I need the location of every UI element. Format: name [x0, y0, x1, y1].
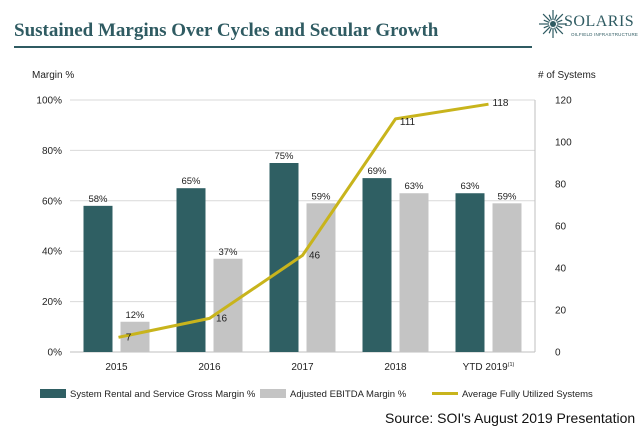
legend-swatch-ebitda: [260, 389, 286, 398]
gross-margin-bar: [362, 178, 392, 352]
sunburst-ray: [556, 24, 563, 29]
utilized-systems-label: 7: [126, 332, 132, 343]
left-tick-label: 80%: [42, 146, 62, 157]
title-divider: [14, 46, 532, 48]
sunburst-ray: [553, 27, 558, 34]
right-tick-label: 20: [555, 306, 567, 317]
sunburst-ray: [543, 24, 550, 29]
legend: System Rental and Service Gross Margin %…: [40, 389, 593, 400]
right-axis-title: # of Systems: [538, 70, 596, 81]
sunburst-ray: [553, 14, 558, 21]
x-tick-label: YTD 2019(1): [463, 362, 515, 373]
right-tick-label: 80: [555, 180, 567, 191]
legend-label: Average Fully Utilized Systems: [462, 389, 593, 400]
x-tick-label: 2018: [384, 362, 407, 373]
legend-label: Adjusted EBITDA Margin %: [290, 389, 407, 400]
ebitda-margin-label: 63%: [404, 181, 424, 192]
sunburst-ray: [555, 26, 564, 35]
legend-swatch-gross: [40, 389, 66, 398]
utilized-systems-label: 46: [309, 250, 321, 261]
right-tick-label: 100: [555, 138, 572, 149]
ebitda-margin-label: 12%: [125, 310, 145, 321]
ebitda-margin-label: 59%: [311, 191, 331, 202]
ebitda-margin-bar: [399, 193, 429, 352]
gross-margin-label: 69%: [367, 166, 387, 177]
legend-label: System Rental and Service Gross Margin %: [70, 389, 256, 400]
left-tick-label: 40%: [42, 247, 62, 258]
logo-tagline: OILFIELD INFRASTRUCTURE: [571, 32, 639, 37]
utilized-systems-label: 111: [400, 117, 416, 128]
gross-margin-bar: [269, 163, 299, 352]
right-tick-label: 60: [555, 222, 567, 233]
utilized-systems-label: 118: [493, 98, 509, 109]
utilized-systems-line: 7 16 46 111 118: [118, 98, 509, 343]
sunburst-icon: [539, 10, 567, 38]
left-tick-label: 60%: [42, 196, 62, 207]
logo-wordmark: SOLARIS: [564, 13, 635, 30]
x-tick-label: 2015: [105, 362, 128, 373]
right-axis-ticks: 0 20 40 60 80 100 120: [555, 96, 572, 359]
x-tick-label: 2017: [291, 362, 314, 373]
ebitda-margin-bar: [492, 203, 522, 352]
right-tick-label: 40: [555, 264, 567, 275]
utilized-systems-polyline: [118, 102, 489, 339]
sunburst-ray: [548, 27, 553, 34]
gross-margin-label: 58%: [88, 194, 108, 205]
left-axis-ticks: 0% 20% 40% 60% 80% 100%: [36, 96, 62, 359]
sunburst-ray: [542, 13, 551, 22]
gross-margin-bar: [455, 193, 485, 352]
left-tick-label: 100%: [36, 96, 62, 107]
right-tick-label: 120: [555, 96, 572, 107]
page-title: Sustained Margins Over Cycles and Secula…: [14, 20, 439, 41]
source-note: Source: SOI's August 2019 Presentation: [385, 410, 636, 426]
gross-margin-bar: [83, 205, 113, 352]
ebitda-margin-label: 37%: [218, 247, 238, 258]
sunburst-ray: [555, 13, 564, 22]
gross-margin-label: 75%: [274, 151, 294, 162]
footnote-marker: (1): [508, 362, 515, 368]
bars-group: [83, 163, 522, 352]
sunburst-ray: [543, 19, 550, 24]
company-logo: SOLARIS OILFIELD INFRASTRUCTURE: [535, 2, 639, 48]
x-axis-ticks: 2015 2016 2017 2018 YTD 2019(1): [105, 362, 514, 373]
ebitda-margin-label: 59%: [497, 191, 517, 202]
sunburst-ray: [548, 14, 553, 21]
utilized-systems-label: 16: [216, 313, 228, 324]
gross-margin-label: 65%: [181, 176, 201, 187]
gross-margin-label: 63%: [460, 181, 480, 192]
bar-labels-group: 58% 65% 75% 69% 63% 12% 37% 59% 63% 59%: [88, 151, 517, 321]
x-tick-label: 2016: [198, 362, 221, 373]
left-axis-title: Margin %: [32, 70, 74, 81]
right-tick-label: 0: [555, 348, 561, 359]
sunburst-ray: [542, 26, 551, 35]
margins-systems-chart: Margin % # of Systems 0% 20% 40% 60% 80% 100%…: [32, 70, 596, 400]
gross-margin-bar: [176, 188, 206, 352]
sunburst-ray: [556, 19, 563, 24]
legend-swatch-line: [432, 392, 458, 395]
left-tick-label: 0%: [48, 348, 63, 359]
left-tick-label: 20%: [42, 297, 62, 308]
sunburst-core: [550, 21, 556, 27]
